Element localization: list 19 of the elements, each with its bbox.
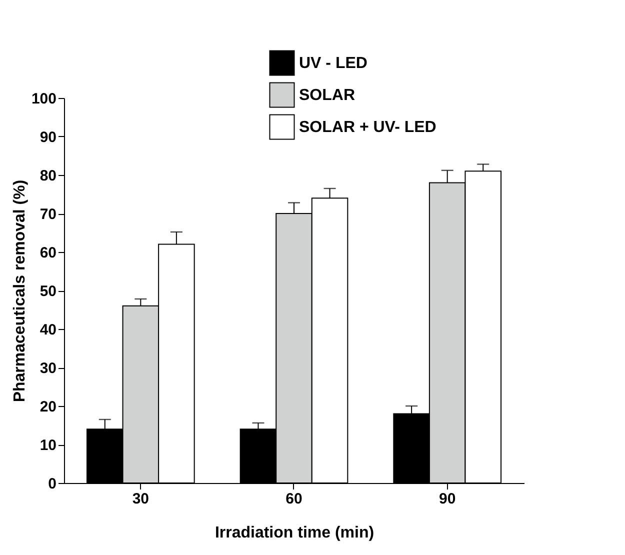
x-axis-title: Irradiation time (min) [214,524,374,542]
y-tick-label: 50 [40,283,56,300]
x-tick-label: 30 [132,490,150,508]
legend-label: SOLAR [299,87,356,104]
y-axis-title: Pharmaceuticals removal (%) [11,180,28,402]
y-tick-label: 0 [48,476,56,492]
y-tick-label: 60 [40,244,56,262]
y-tick-label: 30 [40,360,56,377]
y-tick-label: 80 [40,168,56,184]
y-tick-label: 90 [40,129,56,146]
x-tick-label: 90 [438,490,456,508]
legend-label: SOLAR + UV- LED [299,119,436,136]
y-tick-label: 70 [40,206,56,223]
legend-label: UV - LED [299,55,368,72]
y-tick-label: 100 [31,90,56,108]
y-tick-label: 40 [40,322,56,338]
x-tick-label: 60 [286,490,302,508]
y-tick-label: 20 [40,398,56,416]
y-tick-label: 10 [40,437,56,454]
